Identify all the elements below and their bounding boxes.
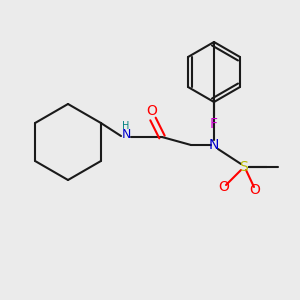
Text: H: H [122,121,130,131]
Text: N: N [121,128,131,140]
Text: O: O [219,180,230,194]
Text: S: S [240,160,248,174]
Text: N: N [209,138,219,152]
Text: O: O [147,104,158,118]
Text: F: F [210,117,218,131]
Text: O: O [250,183,260,197]
